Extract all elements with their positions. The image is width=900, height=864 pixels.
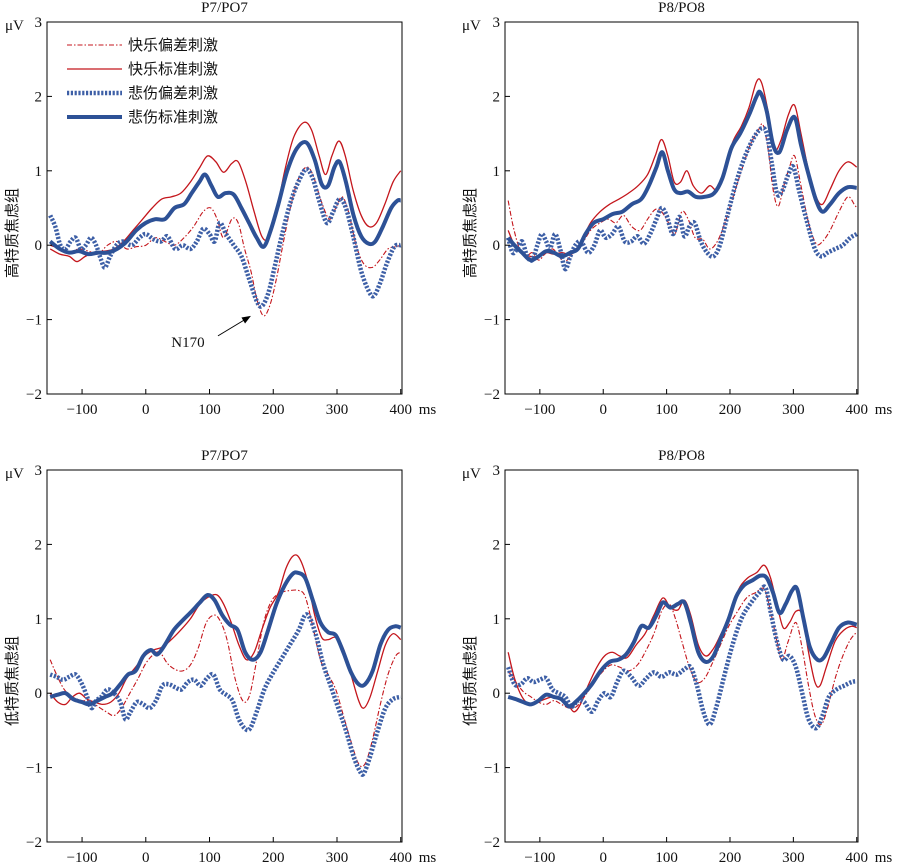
happy-standard-line — [50, 555, 401, 708]
happy-standard-line — [508, 565, 857, 712]
y-tick-label: 0 — [35, 686, 43, 702]
panel-high-p8po8: −100 0 100 200 300 400 ms −2 −1 0 1 2 3 μV P8/PO8 高特质焦虑… — [461, 0, 892, 418]
y-tick-label: 3 — [35, 463, 43, 479]
x-tick-label: −100 — [524, 850, 555, 864]
x-tick-label: 300 — [326, 850, 349, 864]
x-tick-label: 200 — [719, 850, 742, 864]
y-axis-label: 高特质焦虑组 — [3, 188, 21, 278]
y-tick-label: 0 — [493, 686, 501, 702]
y-tick-label: 3 — [35, 15, 43, 31]
x-tick-label: 400 — [845, 850, 868, 864]
y-tick-label: 2 — [493, 537, 501, 553]
y-unit-label: μV — [462, 18, 481, 34]
y-tick-label: −2 — [484, 387, 500, 403]
y-axis-label: 高特质焦虑组 — [461, 188, 479, 278]
x-unit-label: ms — [875, 850, 893, 864]
y-tick-label: −1 — [484, 761, 500, 777]
legend-label: 快乐标准刺激 — [128, 60, 218, 78]
plot-frame — [505, 470, 858, 842]
panel-low-p8po8: −100 0 100 200 300 400 ms −2 −1 0 1 2 3 μV P8/PO8 低特质焦虑… — [461, 448, 892, 864]
y-tick-label: −2 — [484, 835, 500, 851]
x-tick-label: 200 — [719, 402, 742, 418]
x-tick-label: 100 — [655, 402, 678, 418]
x-tick-label: 300 — [326, 402, 349, 418]
series-group — [508, 79, 857, 269]
legend-label: 快乐偏差刺激 — [128, 36, 218, 54]
y-tick-label: 0 — [493, 238, 501, 254]
x-tick-label: 200 — [262, 402, 285, 418]
x-tick-label: −100 — [67, 850, 98, 864]
y-unit-label: μV — [5, 18, 24, 34]
sad-standard-line — [508, 575, 857, 706]
panel-title: P7/PO7 — [201, 0, 248, 16]
y-tick-label: 2 — [35, 537, 43, 553]
series-group — [50, 122, 401, 316]
x-tick-label: −100 — [67, 402, 98, 418]
y-axis-label: 低特质焦虑组 — [3, 636, 21, 726]
panel-high-p7po7: −100 0 100 200 300 400 ms −2 −1 0 1 2 3 μV P7/PO7 高特质焦虑… — [3, 0, 436, 418]
x-tick-label: 100 — [655, 850, 678, 864]
x-tick-label: 300 — [782, 402, 805, 418]
y-unit-label: μV — [462, 466, 481, 482]
y-tick-label: 1 — [493, 164, 501, 180]
panel-title: P7/PO7 — [201, 448, 248, 464]
y-tick-label: 3 — [493, 15, 501, 31]
x-tick-label: 300 — [782, 850, 805, 864]
x-tick-label: −100 — [524, 402, 555, 418]
annotation: N170 — [171, 316, 251, 351]
happy-deviant-line — [508, 588, 857, 725]
x-unit-label: ms — [419, 402, 437, 418]
series-group — [50, 555, 401, 775]
series-group — [508, 565, 857, 728]
erp-figure: −100 0 100 200 300 400 ms−2−10123μVP7/PO7高特质焦虑… — [0, 0, 900, 864]
y-tick-label: 2 — [35, 89, 43, 105]
y-tick-label: 1 — [35, 164, 43, 180]
annotation-arrow — [218, 318, 247, 336]
annotation-arrowhead — [241, 316, 251, 324]
x-tick-label: 100 — [198, 402, 221, 418]
y-tick-label: −2 — [26, 835, 42, 851]
panel-title: P8/PO8 — [658, 448, 705, 464]
annotation-label: N170 — [171, 335, 204, 351]
y-tick-label: 3 — [493, 463, 501, 479]
y-tick-label: −1 — [26, 313, 42, 329]
y-tick-label: 1 — [35, 612, 43, 628]
y-tick-label: −1 — [26, 761, 42, 777]
legend-label: 悲伤标准刺激 — [128, 108, 218, 126]
x-unit-label: ms — [875, 402, 893, 418]
y-tick-label: 2 — [493, 89, 501, 105]
sad-deviant-line — [50, 614, 401, 774]
y-tick-label: 0 — [35, 238, 43, 254]
y-axis-label: 低特质焦虑组 — [461, 636, 479, 726]
x-tick-label: 0 — [142, 850, 150, 864]
sad-standard-line — [508, 92, 857, 260]
plot-frame — [47, 22, 402, 394]
panel-low-p7po7: −100 0 100 200 300 400 ms −2 −1 0 1 2 3 μV P7/PO7 低特质焦虑… — [3, 448, 436, 864]
x-tick-label: 200 — [262, 850, 285, 864]
x-tick-label: 400 — [389, 850, 412, 864]
x-tick-label: 400 — [389, 402, 412, 418]
legend-label: 悲伤偏差刺激 — [128, 84, 218, 102]
x-tick-label: 0 — [142, 402, 150, 418]
x-unit-label: ms — [419, 850, 437, 864]
sad-deviant-line — [508, 587, 857, 729]
panel-title: P8/PO8 — [658, 0, 705, 16]
y-unit-label: μV — [5, 466, 24, 482]
plot-frame — [47, 470, 402, 842]
x-tick-label: 0 — [599, 850, 607, 864]
sad-standard-line — [50, 572, 401, 704]
x-tick-label: 100 — [198, 850, 221, 864]
x-tick-label: 400 — [845, 402, 868, 418]
sad-standard-line — [50, 142, 401, 254]
y-tick-label: −1 — [484, 313, 500, 329]
y-tick-label: 1 — [493, 612, 501, 628]
y-tick-label: −2 — [26, 387, 42, 403]
x-tick-label: 0 — [599, 402, 607, 418]
